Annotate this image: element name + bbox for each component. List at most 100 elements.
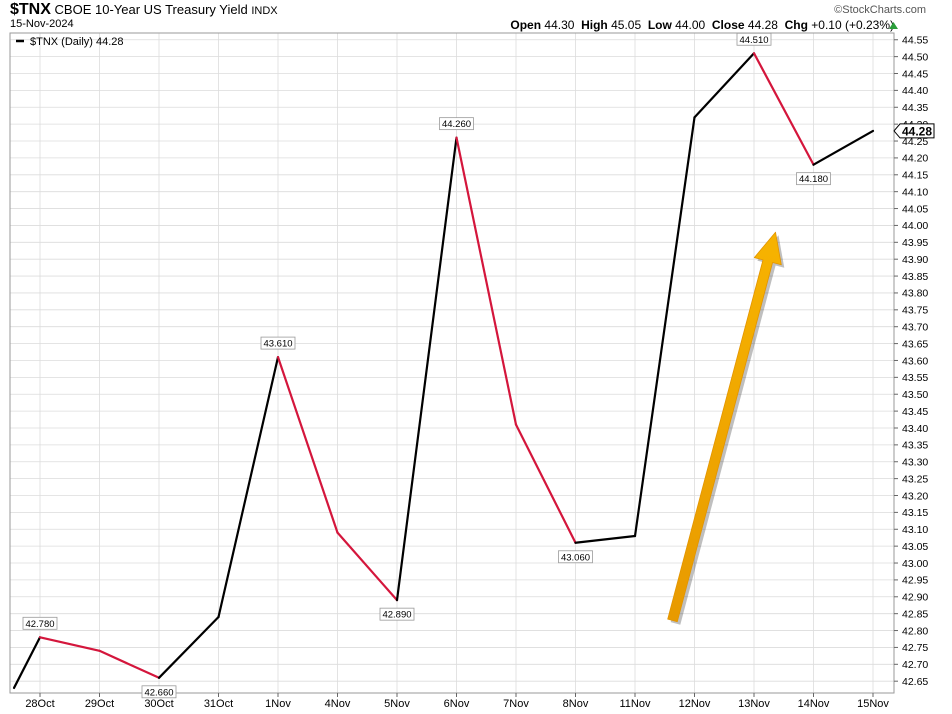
price-segment: [812, 129, 875, 166]
x-tick-label: 7Nov: [503, 698, 529, 710]
price-segment: [693, 52, 756, 119]
x-tick-label: 30Oct: [144, 698, 173, 710]
x-tick-label: 8Nov: [563, 698, 589, 710]
y-tick-label: 44.20: [902, 153, 928, 165]
brand-watermark[interactable]: ©StockCharts.com: [834, 4, 926, 16]
chart-title: $TNX CBOE 10-Year US Treasury Yield INDX: [10, 1, 278, 19]
up-triangle-icon: [889, 22, 898, 29]
data-label-box: [439, 117, 474, 131]
y-tick-label: 43.75: [902, 305, 928, 317]
y-tick-label: 44.45: [902, 68, 928, 80]
chart-grid: [10, 33, 894, 693]
price-segment: [217, 355, 280, 619]
price-segment: [98, 649, 161, 679]
y-tick-label: 43.70: [902, 322, 928, 334]
high-value: 45.05: [611, 18, 642, 32]
y-tick-label: 42.70: [902, 659, 928, 671]
y-tick-label: 43.35: [902, 440, 928, 452]
data-label: 44.180: [799, 174, 828, 185]
y-axis: 44.5544.5044.4544.4044.3544.3044.2544.20…: [894, 35, 928, 688]
y-tick-label: 42.85: [902, 608, 928, 620]
data-label-box: [379, 607, 415, 621]
y-tick-label: 43.90: [902, 254, 928, 266]
x-tick-label: 5Nov: [384, 698, 410, 710]
price-segment: [514, 423, 577, 544]
legend-text: $TNX (Daily) 44.28: [30, 36, 124, 48]
x-tick-label: 13Nov: [738, 698, 770, 710]
close-label: Close: [711, 18, 745, 32]
low-label: Low: [647, 18, 672, 32]
data-label: 44.260: [442, 119, 471, 130]
open-value: 44.30: [544, 18, 575, 32]
x-tick-label: 29Oct: [85, 698, 114, 710]
data-label-box: [260, 336, 296, 350]
data-label-box: [558, 550, 593, 564]
price-segment: [38, 636, 101, 652]
chart-legend: $TNX (Daily) 44.28: [16, 36, 124, 48]
data-label-box: [736, 32, 772, 46]
instrument-name: CBOE 10-Year US Treasury Yield: [54, 2, 248, 17]
y-tick-label: 43.55: [902, 372, 928, 384]
open-label: Open: [510, 18, 542, 32]
y-tick-label: 43.05: [902, 541, 928, 553]
data-label: 43.610: [263, 339, 292, 350]
y-tick-label: 43.15: [902, 507, 928, 519]
chg-label: Chg: [784, 18, 808, 32]
y-tick-label: 44.05: [902, 203, 928, 215]
price-segment: [157, 615, 220, 679]
data-label-box: [796, 172, 831, 186]
data-label-box: [22, 616, 58, 630]
y-tick-label: 44.00: [902, 220, 928, 232]
low-value: 44.00: [675, 18, 706, 32]
price-line: [12, 52, 875, 690]
y-tick-label: 43.40: [902, 423, 928, 435]
chart-header: $TNX CBOE 10-Year US Treasury Yield INDX…: [0, 0, 952, 34]
y-tick-label: 42.95: [902, 575, 928, 587]
last-value-tag: 44.28: [893, 123, 935, 139]
price-segment: [633, 116, 696, 538]
y-tick-label: 43.10: [902, 524, 928, 536]
y-tick-label: 44.25: [902, 136, 928, 148]
y-tick-label: 44.55: [902, 35, 928, 47]
y-tick-label: 43.30: [902, 457, 928, 469]
x-tick-label: 11Nov: [620, 698, 651, 710]
price-segment: [336, 531, 399, 602]
x-tick-label: 1Nov: [265, 698, 291, 710]
price-segment: [395, 136, 458, 602]
y-tick-label: 43.20: [902, 490, 928, 502]
x-axis: 28Oct 29Oct 30Oct 31Oct 1Nov 4Nov 5Nov 6Nov 7Nov…: [25, 693, 889, 710]
y-tick-label: 43.00: [902, 558, 928, 570]
price-segment: [455, 136, 518, 426]
ohlc-summary: Open 44.30 High 45.05 Low 44.00 Close 44…: [510, 18, 894, 32]
chg-value: +0.10 (+0.23%): [811, 18, 894, 32]
plot-area-border: [9, 32, 895, 694]
y-tick-label: 42.80: [902, 625, 928, 637]
y-tick-label: 43.65: [902, 338, 928, 350]
data-label: 43.060: [561, 552, 590, 563]
y-tick-label: 43.80: [902, 288, 928, 300]
data-label: 42.780: [25, 619, 54, 630]
price-segment: [752, 52, 815, 166]
y-tick-label: 43.60: [902, 355, 928, 367]
data-label-box: [141, 685, 177, 699]
ticker-symbol: $TNX: [10, 1, 51, 18]
y-tick-label: 44.50: [902, 51, 928, 63]
close-value: 44.28: [747, 18, 778, 32]
x-tick-label: 28Oct: [25, 698, 54, 710]
x-tick-label: 6Nov: [444, 698, 470, 710]
data-labels: 42.780 42.660 43.610 42.890 44.260 43.060 44.5…: [22, 32, 831, 699]
price-segment: [574, 534, 637, 544]
y-tick-label: 42.75: [902, 642, 928, 654]
data-label: 44.510: [739, 35, 768, 46]
high-label: High: [581, 18, 608, 32]
y-tick-label: 43.95: [902, 237, 928, 249]
y-tick-label: 43.45: [902, 406, 928, 418]
y-tick-label: 43.50: [902, 389, 928, 401]
x-tick-label: 31Oct: [204, 698, 233, 710]
price-segment: [12, 636, 42, 690]
y-tick-label: 44.35: [902, 102, 928, 114]
x-tick-label: 4Nov: [325, 698, 351, 710]
y-tick-label: 44.15: [902, 170, 928, 182]
data-label: 42.660: [144, 687, 173, 698]
